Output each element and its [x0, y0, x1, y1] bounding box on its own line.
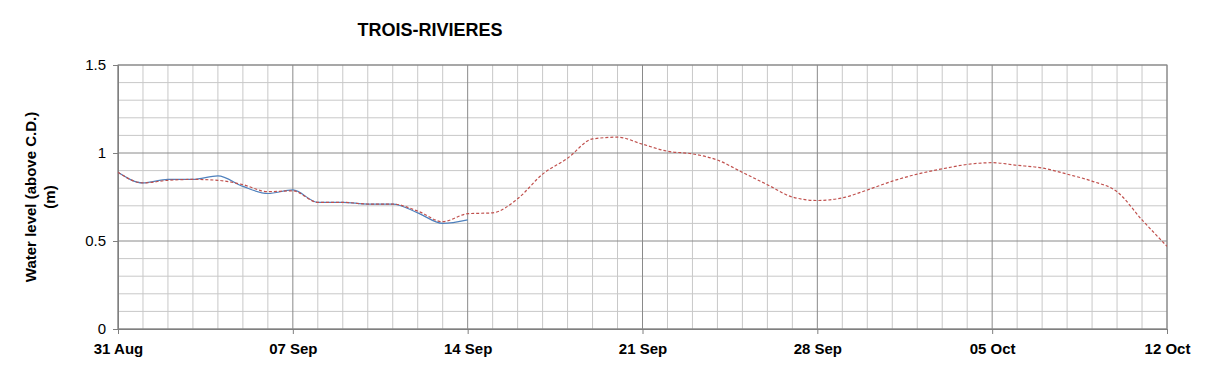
x-tick-mark [468, 329, 469, 334]
minor-grid-line [142, 65, 143, 329]
minor-grid-line [1017, 65, 1018, 329]
grid-line [118, 241, 1167, 242]
x-tick-label: 12 Oct [1145, 340, 1191, 357]
minor-grid-line [392, 65, 393, 329]
minor-grid-line [217, 65, 218, 329]
minor-grid-line [492, 65, 493, 329]
minor-grid-line [867, 65, 868, 329]
minor-grid-line [342, 65, 343, 329]
minor-grid-line [692, 65, 693, 329]
x-axis-line [119, 330, 1168, 335]
title: TROIS-RIVIERES [357, 20, 502, 40]
minor-grid-line [842, 65, 843, 329]
x-axis: 31 Aug 07 Sep 14 Sep 21 Sep 28 Sep 05 Oct 12 O… [94, 329, 1191, 357]
minor-grid-line [367, 65, 368, 329]
minor-grid-line [1092, 65, 1093, 329]
minor-grid-line [267, 65, 268, 329]
minor-grid-line [1142, 65, 1143, 329]
y-tick-label: 1.5 [85, 56, 106, 73]
x-tick-mark [1167, 329, 1168, 334]
series-line [118, 137, 1167, 246]
y-tick-mark [113, 241, 118, 242]
y-axis-line [113, 66, 119, 330]
minor-grid-line [617, 65, 618, 329]
series-group [118, 137, 1167, 246]
minor-grid-line [417, 65, 418, 329]
minor-grid-line [892, 65, 893, 329]
x-tick: 14 Sep [444, 329, 492, 357]
y-tick: 1 [98, 144, 118, 161]
grid [118, 65, 1167, 329]
grid-line [992, 65, 993, 329]
x-tick: 07 Sep [269, 329, 317, 357]
y-tick: 1.5 [85, 56, 118, 73]
minor-grid-line [717, 65, 718, 329]
minor-grid-line [792, 65, 793, 329]
grid-line [642, 65, 643, 329]
x-tick-label: 28 Sep [794, 340, 842, 357]
x-tick: 28 Sep [794, 329, 842, 357]
minor-grid-line [767, 65, 768, 329]
x-tick-mark [293, 329, 294, 334]
minor-grid-line [442, 65, 443, 329]
x-tick: 12 Oct [1145, 329, 1191, 357]
minor-grid-line [167, 65, 168, 329]
minor-grid-line [1042, 65, 1043, 329]
y-tick-label: 0.5 [85, 232, 106, 249]
y-tick-mark [113, 153, 118, 154]
x-tick-label: 31 Aug [94, 340, 143, 357]
grid-line [292, 65, 293, 329]
y-tick: 0.5 [85, 232, 118, 249]
x-tick-label: 14 Sep [444, 340, 492, 357]
x-tick-label: 21 Sep [619, 340, 667, 357]
x-tick-mark [817, 329, 818, 334]
minor-grid-line [1067, 65, 1068, 329]
x-tick-label: 07 Sep [269, 340, 317, 357]
grid-line [467, 65, 468, 329]
minor-grid-line [667, 65, 668, 329]
minor-grid-line [742, 65, 743, 329]
y-tick-label: 0 [98, 320, 106, 337]
minor-grid-line [942, 65, 943, 329]
minor-grid-line [1117, 65, 1118, 329]
minor-grid-line [567, 65, 568, 329]
minor-grid-line [967, 65, 968, 329]
y-tick-label: 1 [98, 144, 106, 161]
x-tick-mark [992, 329, 993, 334]
y-tick-mark [113, 329, 118, 330]
plot-frame [118, 65, 1167, 329]
y-tick-mark [113, 65, 118, 66]
minor-grid-line [317, 65, 318, 329]
y-axis-title: (m) [41, 185, 58, 208]
x-tick-mark [643, 329, 644, 334]
minor-grid-line [517, 65, 518, 329]
chart: 31 Aug 07 Sep 14 Sep 21 Sep 28 Sep 05 Oct 12 O… [0, 0, 1209, 378]
minor-grid-line [542, 65, 543, 329]
y-axis: 0 0.5 1 1.5 [85, 56, 118, 337]
grid-line [817, 65, 818, 329]
x-tick-label: 05 Oct [970, 340, 1016, 357]
minor-grid-line [917, 65, 918, 329]
minor-grid-line [192, 65, 193, 329]
y-tick: 0 [98, 320, 118, 337]
y-axis-title: Water level (above C.D.) [22, 112, 39, 282]
minor-grid-line [592, 65, 593, 329]
minor-grid-line [242, 65, 243, 329]
x-tick: 21 Sep [619, 329, 667, 357]
grid-line [118, 153, 1167, 154]
x-tick: 05 Oct [970, 329, 1016, 357]
